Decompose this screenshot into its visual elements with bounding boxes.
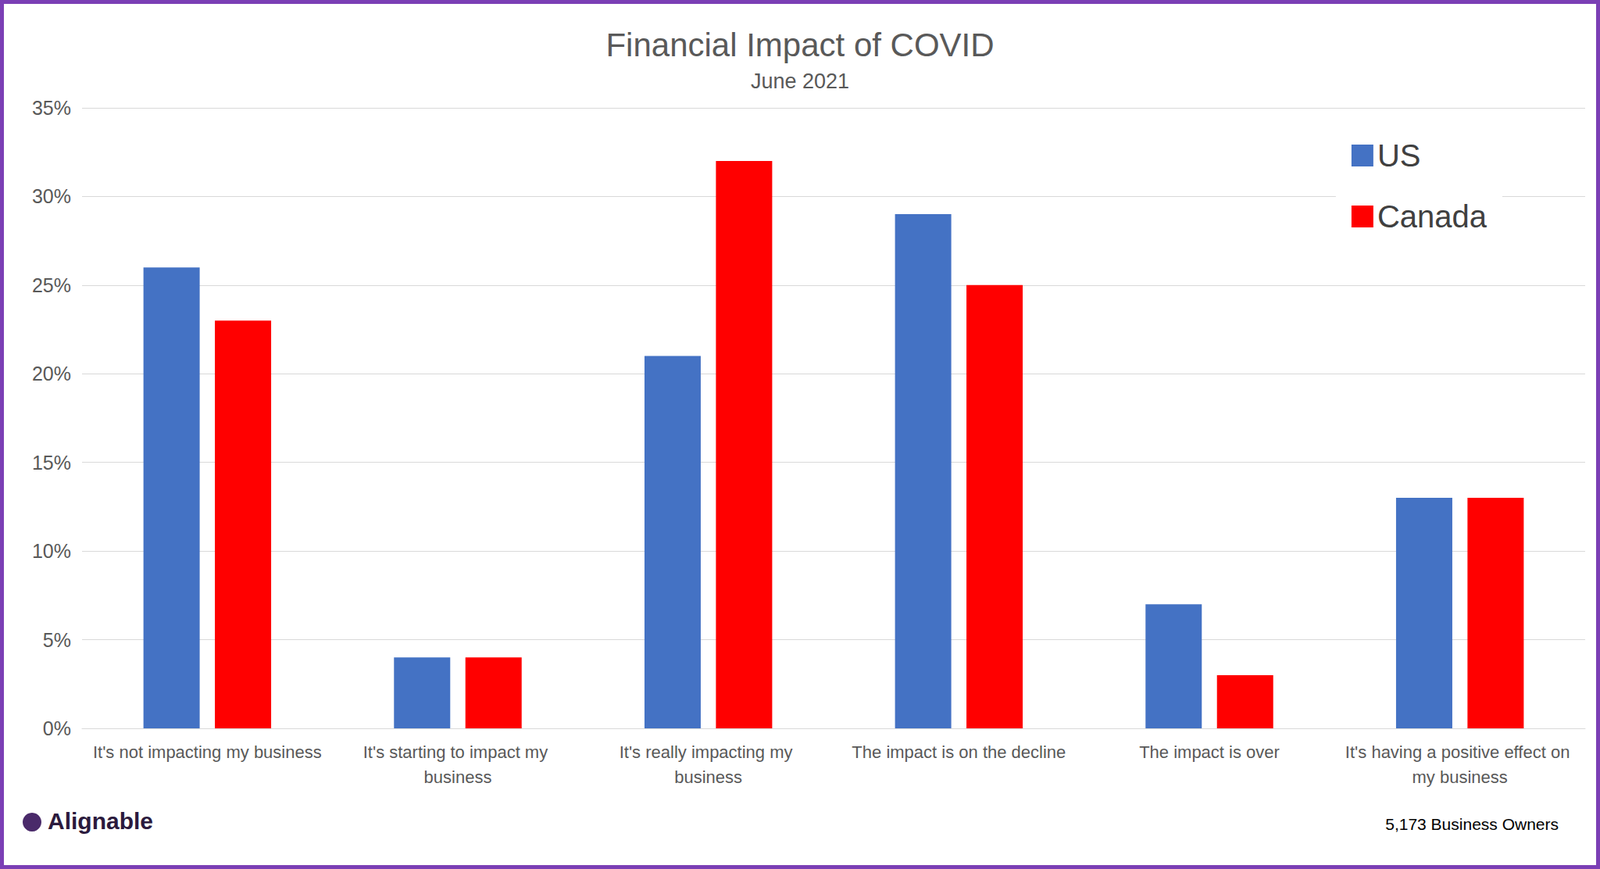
svg-text:US: US (1377, 138, 1422, 173)
svg-text:business: business (424, 767, 493, 787)
svg-text:15%: 15% (32, 451, 72, 474)
svg-text:June 2021: June 2021 (750, 69, 850, 93)
svg-text:Financial Impact of COVID: Financial Impact of COVID (605, 26, 994, 64)
svg-text:30%: 30% (32, 185, 72, 208)
svg-text:It's not impacting my business: It's not impacting my business (92, 742, 322, 762)
svg-text:The impact is over: The impact is over (1139, 742, 1280, 762)
svg-text:5%: 5% (42, 628, 72, 651)
svg-text:It's starting to impact my: It's starting to impact my (363, 742, 554, 762)
svg-text:5,173 Business Owners: 5,173 Business Owners (1385, 814, 1559, 833)
svg-text:It's really impacting my: It's really impacting my (619, 742, 798, 762)
svg-text:business: business (674, 767, 743, 787)
svg-text:Alignable: Alignable (47, 807, 154, 834)
svg-text:The impact is on the decline: The impact is on the decline (851, 742, 1066, 762)
svg-text:my business: my business (1412, 767, 1508, 787)
svg-text:Canada: Canada (1377, 199, 1488, 234)
svg-text:35%: 35% (32, 96, 72, 119)
svg-text:It's having a positive effect: It's having a positive effect on (1345, 742, 1575, 762)
svg-text:20%: 20% (32, 362, 72, 385)
svg-text:0%: 0% (42, 717, 72, 740)
svg-text:10%: 10% (32, 539, 72, 562)
svg-text:25%: 25% (32, 274, 72, 297)
